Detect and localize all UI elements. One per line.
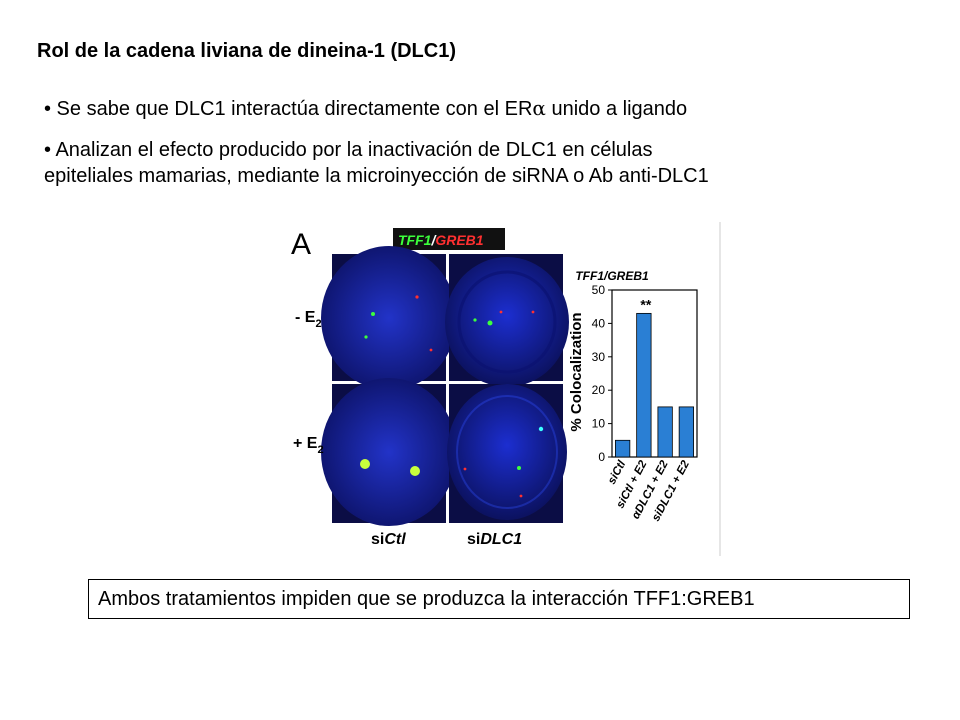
bullet-1-text: • Se sabe que DLC1 interactúa directamen… — [44, 98, 533, 120]
bar — [678, 406, 694, 458]
chart-title: TFF1/GREB1 — [575, 269, 649, 283]
plot-frame — [611, 289, 698, 458]
legend-red: GREB1 — [435, 232, 483, 248]
figure-svg: A TFF1/GREB1 — [291, 222, 721, 556]
y-tick-label: 10 — [592, 417, 606, 431]
bullet-1-suffix: unido a ligando — [545, 98, 688, 120]
bullet-2-line-2: epiteliales mamarias, mediante la microi… — [44, 165, 709, 187]
conclusion-text: Ambos tratamientos impiden que se produz… — [98, 588, 755, 610]
bar — [636, 312, 652, 458]
y-tick-label: 50 — [592, 283, 606, 297]
bar — [657, 406, 673, 458]
slide-title: Rol de la cadena liviana de dineina-1 (D… — [37, 40, 456, 62]
x-tick-label: siCtl — [606, 458, 629, 486]
y-tick-label: 30 — [592, 350, 606, 364]
figure-panel: A TFF1/GREB1 — [285, 222, 721, 556]
conclusion-box: Ambos tratamientos impiden que se produz… — [88, 579, 910, 619]
column-label-sictl: siCtl — [371, 531, 406, 548]
row-label-plus-e2: + E2 — [293, 435, 324, 456]
bullet-2-line-1: • Analizan el efecto producido por la in… — [44, 139, 653, 161]
colocalization-chart: TFF1/GREB1 % Colocalization 01020304050 … — [568, 269, 698, 523]
row-label-minus-e2: - E2 — [295, 309, 322, 330]
chart-ylabel: % Colocalization — [568, 312, 585, 431]
significance-annotation: ** — [640, 296, 651, 312]
y-tick-label: 20 — [592, 383, 606, 397]
alpha-symbol: α — [532, 96, 546, 120]
image-panel-ctl-minus — [321, 246, 457, 390]
panel-letter: A — [291, 228, 311, 261]
column-label-sidlc1: siDLC1 — [467, 531, 522, 548]
image-panel-dlc1-minus — [445, 254, 569, 387]
legend-text: TFF1/GREB1 — [398, 232, 484, 248]
image-panel-ctl-plus — [321, 378, 457, 526]
legend-box — [393, 228, 505, 250]
y-tick-label: 0 — [598, 450, 605, 464]
bar — [614, 439, 631, 458]
image-panel-dlc1-plus — [447, 384, 567, 523]
legend-sep: / — [430, 232, 437, 248]
y-tick-label: 40 — [592, 316, 606, 330]
bullet-1: • Se sabe que DLC1 interactúa directamen… — [44, 95, 924, 122]
bullet-2: • Analizan el efecto producido por la in… — [44, 137, 924, 189]
legend-green: TFF1 — [398, 232, 432, 248]
